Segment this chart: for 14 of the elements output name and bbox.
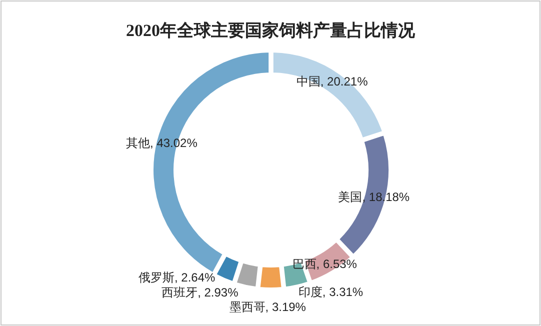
data-label: , 6.53%	[316, 256, 358, 271]
chart-title: 2020年全球主要国家饲料产量占比情况	[126, 21, 416, 40]
slice-label: 美国	[338, 190, 362, 204]
data-label: , 20.21%	[320, 74, 368, 89]
slice-label: 印度	[298, 285, 322, 300]
data-label: , 2.93%	[198, 285, 239, 300]
slice-label: 其他	[126, 136, 150, 150]
data-label: , 3.31%	[322, 285, 364, 300]
slice-label: 西班牙	[162, 285, 198, 300]
slice-label: 中国	[296, 74, 320, 89]
data-label: , 3.19%	[265, 300, 306, 314]
data-label: , 2.64%	[174, 270, 216, 284]
slice-label: 俄罗斯	[138, 270, 174, 284]
slice-label: 墨西哥	[229, 300, 266, 314]
